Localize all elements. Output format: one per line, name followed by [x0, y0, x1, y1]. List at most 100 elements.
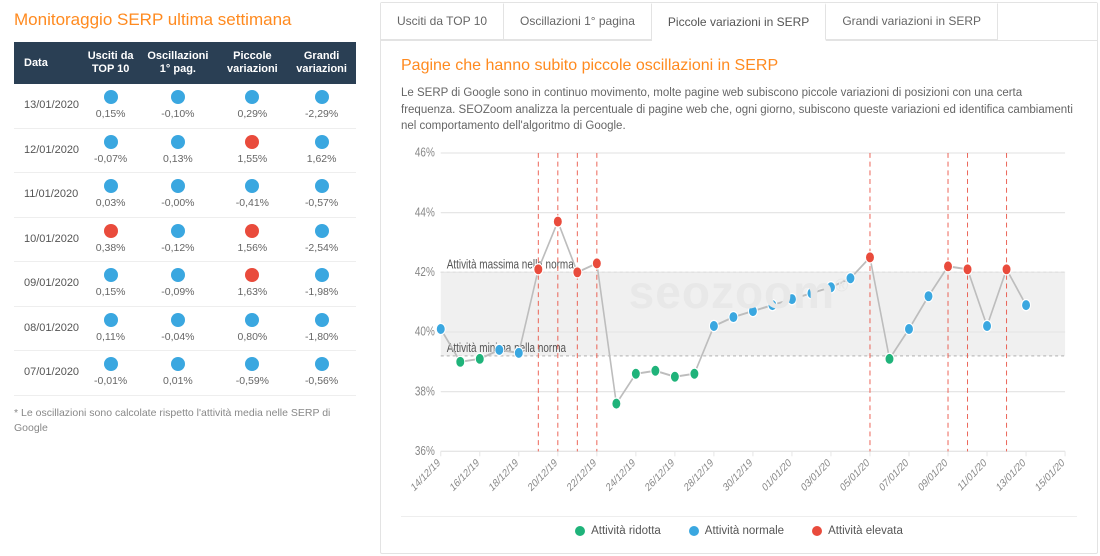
line-chart: Attività massima nella normaAttività min…	[401, 143, 1077, 516]
col-header: Usciti da TOP 10	[83, 42, 138, 84]
pct-value: -0,04%	[142, 332, 213, 343]
date-cell: 12/01/2020	[14, 128, 83, 173]
status-dot	[104, 179, 118, 193]
status-dot	[104, 90, 118, 104]
status-dot	[171, 135, 185, 149]
svg-text:01/01/20: 01/01/20	[761, 457, 794, 495]
value-cell: 1,56%	[218, 217, 288, 262]
status-dot	[315, 268, 329, 282]
section-desc: Le SERP di Google sono in continuo movim…	[401, 85, 1077, 135]
svg-text:42%: 42%	[415, 266, 435, 279]
legend-item: Attività elevata	[812, 525, 903, 537]
svg-text:11/01/20: 11/01/20	[956, 457, 989, 494]
left-panel: Monitoraggio SERP ultima settimana DataU…	[0, 0, 370, 556]
status-dot	[245, 313, 259, 327]
legend-dot	[575, 526, 585, 536]
legend-item: Attività ridotta	[575, 525, 661, 537]
value-cell: -0,10%	[138, 84, 217, 128]
pct-value: 0,03%	[87, 198, 134, 209]
value-cell: -0,04%	[138, 306, 217, 351]
svg-text:40%: 40%	[415, 326, 435, 339]
value-cell: 1,62%	[287, 128, 356, 173]
legend-label: Attività ridotta	[591, 525, 661, 537]
pct-value: -2,54%	[291, 243, 352, 254]
tabs: Usciti da TOP 10Oscillazioni 1° paginaPi…	[381, 3, 1097, 41]
svg-text:26/12/19: 26/12/19	[644, 457, 677, 495]
col-header: Piccole variazioni	[218, 42, 288, 84]
status-dot	[104, 357, 118, 371]
value-cell: -0,00%	[138, 173, 217, 218]
status-dot	[315, 313, 329, 327]
date-cell: 09/01/2020	[14, 262, 83, 307]
value-cell: -1,98%	[287, 262, 356, 307]
date-cell: 07/01/2020	[14, 351, 83, 396]
value-cell: 1,55%	[218, 128, 288, 173]
svg-text:13/01/20: 13/01/20	[995, 457, 1028, 495]
pct-value: -0,07%	[87, 154, 134, 165]
legend-dot	[689, 526, 699, 536]
status-dot	[315, 90, 329, 104]
pct-value: -0,57%	[291, 198, 352, 209]
pct-value: 0,15%	[87, 109, 134, 120]
pct-value: 0,80%	[222, 332, 284, 343]
svg-text:22/12/19: 22/12/19	[566, 457, 599, 495]
pct-value: -1,80%	[291, 332, 352, 343]
pct-value: 1,63%	[222, 287, 284, 298]
value-cell: -0,01%	[83, 351, 138, 396]
value-cell: -0,09%	[138, 262, 217, 307]
svg-text:Attività minima nella norma: Attività minima nella norma	[447, 342, 567, 355]
pct-value: -0,10%	[142, 109, 213, 120]
pct-value: 0,15%	[87, 287, 134, 298]
svg-text:44%: 44%	[415, 206, 435, 219]
status-dot	[171, 179, 185, 193]
tab[interactable]: Usciti da TOP 10	[381, 3, 504, 40]
table-row: 13/01/20200,15%-0,10%0,29%-2,29%	[14, 84, 356, 128]
tab[interactable]: Oscillazioni 1° pagina	[504, 3, 652, 40]
pct-value: -0,56%	[291, 376, 352, 387]
pct-value: -0,12%	[142, 243, 213, 254]
svg-text:18/12/19: 18/12/19	[488, 457, 521, 495]
status-dot	[171, 90, 185, 104]
value-cell: 0,13%	[138, 128, 217, 173]
status-dot	[245, 224, 259, 238]
pct-value: 0,11%	[87, 332, 134, 343]
value-cell: 0,03%	[83, 173, 138, 218]
pct-value: -0,59%	[222, 376, 284, 387]
status-dot	[171, 357, 185, 371]
legend-dot	[812, 526, 822, 536]
table-row: 07/01/2020-0,01%0,01%-0,59%-0,56%	[14, 351, 356, 396]
table-row: 12/01/2020 -0,07% 0,13% 1,55%1,62%	[14, 128, 356, 173]
svg-text:15/01/20: 15/01/20	[1034, 457, 1067, 495]
serp-table: DataUsciti da TOP 10Oscillazioni 1° pag.…	[14, 42, 356, 396]
pct-value: 1,55%	[222, 154, 284, 165]
date-cell: 11/01/2020	[14, 173, 83, 218]
value-cell: -0,41%	[218, 173, 288, 218]
value-cell: -0,56%	[287, 351, 356, 396]
status-dot	[104, 224, 118, 238]
tab-body: Pagine che hanno subito piccole oscillaz…	[381, 41, 1097, 553]
status-dot	[245, 90, 259, 104]
svg-text:09/01/20: 09/01/20	[917, 457, 950, 495]
status-dot	[245, 179, 259, 193]
tab[interactable]: Grandi variazioni in SERP	[826, 3, 998, 40]
status-dot	[171, 224, 185, 238]
value-cell: 0,15%	[83, 84, 138, 128]
svg-text:20/12/19: 20/12/19	[527, 457, 560, 495]
table-row: 09/01/2020 0,15% -0,09% 1,63%-1,98%	[14, 262, 356, 307]
status-dot	[171, 268, 185, 282]
value-cell: -0,07%	[83, 128, 138, 173]
value-cell: 0,80%	[218, 306, 288, 351]
table-row: 08/01/2020 0,11% -0,04% 0,80% -1,80%	[14, 306, 356, 351]
date-cell: 08/01/2020	[14, 306, 83, 351]
pct-value: -2,29%	[291, 109, 352, 120]
svg-text:05/01/20: 05/01/20	[839, 457, 872, 495]
pct-value: 0,13%	[142, 154, 213, 165]
pct-value: -0,00%	[142, 198, 213, 209]
svg-text:24/12/19: 24/12/19	[605, 457, 638, 495]
value-cell: -0,12%	[138, 217, 217, 262]
tab[interactable]: Piccole variazioni in SERP	[652, 3, 826, 41]
legend-label: Attività normale	[705, 525, 784, 537]
value-cell: -1,80%	[287, 306, 356, 351]
svg-text:16/12/19: 16/12/19	[449, 457, 482, 495]
svg-text:36%: 36%	[415, 445, 435, 458]
